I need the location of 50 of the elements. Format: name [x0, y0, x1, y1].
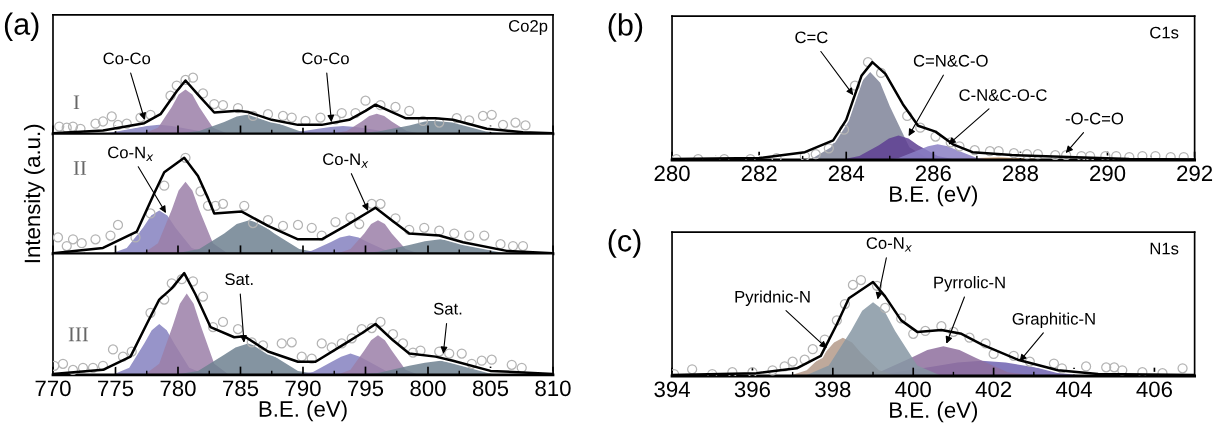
x-tick-label: 280 [654, 165, 690, 182]
annotation: Pyrrolic-N [934, 276, 1005, 292]
x-tick-label: 282 [741, 165, 777, 182]
chart-title: (a) [4, 12, 39, 41]
annotation: Sat. [433, 302, 462, 315]
x-tick-label: 404 [1056, 381, 1092, 398]
annotation: C-N&C-O-C [959, 89, 1047, 101]
x-tick-label: 800 [410, 380, 446, 397]
x-tick-label: 288 [1003, 165, 1038, 182]
annotation: Graphitic-N [1012, 312, 1095, 329]
annotation: Sat. [225, 273, 253, 286]
annotation: Co-Co [103, 52, 151, 65]
x-tick-label: 400 [895, 381, 931, 398]
x-tick-label: 805 [472, 380, 509, 397]
x-axis-title: B.E. (eV) [890, 185, 978, 207]
x-tick-label: 406 [1136, 381, 1172, 398]
x-tick-label: 780 [160, 380, 196, 397]
text: N1s [1150, 242, 1179, 255]
y-axis-title: Intensity (a.u.) [23, 124, 45, 263]
x-tick-label: 810 [535, 380, 571, 397]
annotation: Co-N$_{x}$ [108, 146, 154, 161]
annotation: Co-N$_{x}$ [323, 153, 369, 168]
x-tick-label: 402 [975, 381, 1012, 398]
x-tick-label: 770 [35, 380, 71, 397]
x-tick-label: 795 [348, 380, 384, 397]
text: Co2p [509, 20, 548, 36]
annotation: III [68, 327, 89, 342]
annotation: -O-C=O [1065, 112, 1124, 125]
annotation: C=N&C-O [913, 54, 988, 67]
x-tick-label: 286 [915, 165, 951, 182]
annotation: Co-N$_{x}$ [866, 237, 912, 252]
x-tick-label: 785 [223, 380, 259, 397]
x-tick-label: 398 [815, 381, 851, 398]
annotation: Co-Co [302, 52, 349, 65]
annotation: C=C [795, 31, 828, 44]
annotation: Pyridnic-N [735, 290, 810, 306]
text: C1s [1150, 26, 1179, 39]
annotation: I [73, 95, 80, 110]
x-tick-label: 394 [654, 381, 690, 398]
x-tick-label: 396 [734, 381, 770, 398]
x-tick-label: 290 [1090, 165, 1126, 182]
x-tick-label: 790 [285, 380, 321, 397]
x-tick-label: 284 [828, 165, 865, 182]
annotation: II [73, 161, 87, 175]
chart-title: (c) [608, 229, 641, 258]
x-tick-label: 775 [98, 380, 134, 397]
chart-title: (b) [608, 13, 643, 42]
x-tick-label: 292 [1177, 165, 1213, 182]
x-axis-title: B.E. (eV) [259, 400, 347, 422]
x-axis-title: B.E. (eV) [890, 401, 978, 423]
